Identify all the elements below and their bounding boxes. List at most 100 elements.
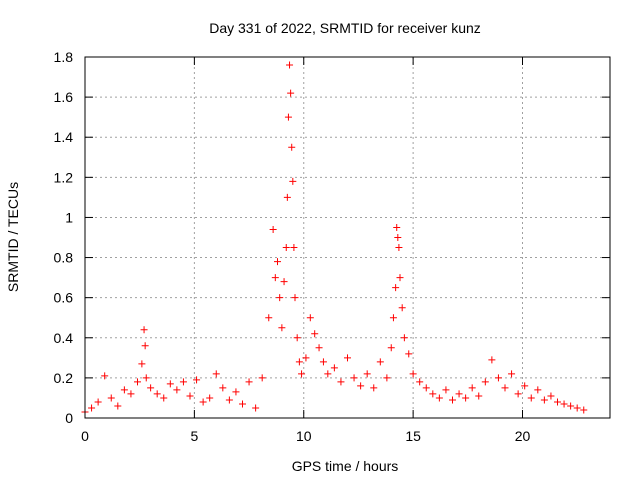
data-point [276, 294, 284, 302]
plot-frame [84, 56, 611, 419]
data-point [540, 396, 548, 404]
data-point [398, 304, 406, 312]
data-point [206, 394, 214, 402]
y-axis-label: SRMTID / TECUs [5, 182, 21, 292]
data-point [284, 113, 292, 121]
data-point [245, 378, 253, 386]
data-point [389, 314, 397, 322]
data-point [142, 374, 150, 382]
data-point [274, 258, 281, 266]
data-point [547, 392, 555, 400]
data-point [199, 398, 207, 406]
data-point [396, 274, 404, 282]
data-point [527, 394, 535, 402]
data-point [344, 354, 351, 362]
data-point [271, 274, 279, 282]
data-point [212, 370, 220, 378]
data-point [265, 314, 273, 322]
data-point [387, 344, 395, 352]
data-point [462, 394, 470, 402]
data-point [160, 394, 168, 402]
data-point [252, 404, 260, 412]
data-point [409, 370, 417, 378]
data-point [394, 234, 402, 241]
data-point [141, 342, 149, 350]
data-point [278, 324, 286, 332]
data-point [442, 386, 450, 394]
data-point [521, 382, 529, 390]
data-point [422, 384, 430, 392]
data-point [416, 378, 424, 386]
data-point [580, 406, 588, 414]
data-point [405, 350, 413, 358]
x-tick-label: 10 [296, 428, 312, 444]
data-point [140, 326, 148, 334]
data-point [114, 402, 122, 410]
data-point [173, 386, 181, 394]
x-tick-label: 5 [190, 428, 198, 444]
data-point [337, 378, 345, 386]
data-point [138, 360, 146, 368]
data-point [286, 61, 294, 69]
y-tick-label: 0 [65, 410, 73, 426]
data-point [298, 370, 306, 378]
data-point [134, 378, 141, 386]
data-point [232, 388, 240, 396]
data-point [481, 378, 489, 386]
data-point [315, 344, 323, 352]
data-point [269, 225, 277, 233]
x-tick-label: 20 [515, 428, 531, 444]
data-point [280, 278, 288, 286]
data-point [94, 398, 102, 406]
data-point [393, 223, 401, 231]
data-point [392, 284, 400, 292]
data-point [567, 402, 575, 410]
data-point [239, 400, 246, 408]
data-point [383, 374, 391, 382]
data-point [494, 374, 502, 382]
data-point [127, 390, 135, 398]
y-tick-label: 0.4 [54, 330, 74, 346]
data-point [455, 390, 463, 398]
data-point [357, 382, 365, 390]
data-point [258, 374, 266, 382]
x-axis-label: GPS time / hours [292, 458, 399, 474]
data-point [88, 404, 96, 412]
data-point [468, 384, 476, 392]
data-point [291, 294, 299, 302]
data-point [350, 374, 358, 382]
data-point [186, 392, 194, 400]
data-point [120, 386, 128, 394]
data-point [319, 358, 327, 366]
y-tick-label: 0.2 [54, 370, 74, 386]
data-point [475, 392, 483, 400]
y-tick-label: 1.6 [54, 89, 74, 105]
data-point [370, 384, 378, 392]
data-point [166, 380, 174, 388]
y-tick-label: 1.8 [54, 49, 74, 65]
data-point [295, 358, 303, 366]
data-point [219, 384, 227, 392]
data-point [560, 400, 568, 408]
data-point [501, 384, 509, 392]
data-point [449, 396, 456, 404]
data-point [225, 396, 233, 404]
grid-lines [85, 57, 610, 418]
axis-ticks: 0 0.2 0.4 0.6 0.8 1 1.2 1.4 1.6 1.8 0 5 10 15 20 [54, 49, 610, 444]
data-point [554, 398, 561, 406]
data-point [514, 390, 522, 398]
y-tick-label: 1 [65, 209, 73, 225]
y-tick-label: 1.4 [54, 129, 74, 145]
y-tick-label: 1.2 [54, 169, 74, 185]
data-point [330, 364, 338, 372]
data-point [573, 404, 581, 412]
data-point [311, 330, 319, 338]
data-point [302, 354, 310, 362]
data-point [153, 390, 161, 398]
data-point [395, 244, 403, 252]
data-point [290, 244, 298, 252]
x-tick-label: 15 [405, 428, 421, 444]
chart-title: Day 331 of 2022, SRMTID for receiver kun… [209, 20, 481, 36]
data-point [288, 143, 296, 151]
